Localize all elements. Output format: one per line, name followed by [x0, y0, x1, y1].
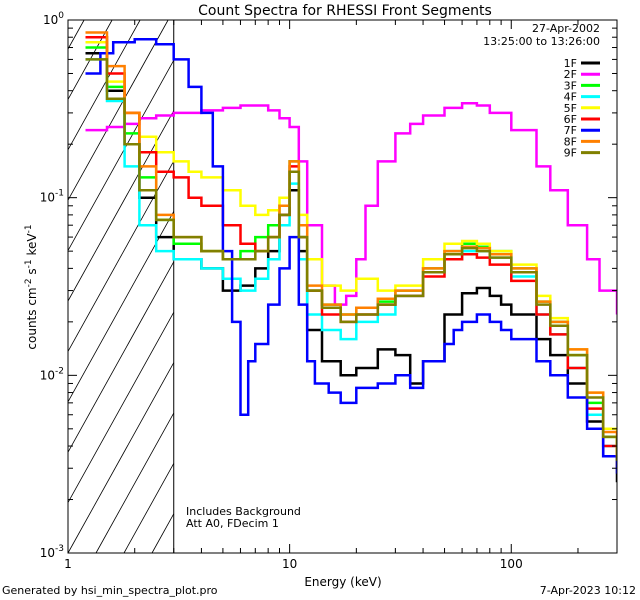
hatch-line	[67, 261, 175, 453]
y-tick-label: 10-2	[40, 366, 64, 382]
hatch-line	[151, 513, 175, 554]
x-tick-label: 1	[64, 557, 72, 571]
legend-label-7f: 7F	[564, 124, 577, 137]
y-tick-base: 10	[40, 191, 55, 205]
legend-label-9f: 9F	[564, 147, 577, 160]
y-axis-label: counts cm-2 s-1 keV-1	[24, 224, 39, 349]
x-axis-label: Energy (keV)	[304, 575, 381, 589]
legend-label-8f: 8F	[564, 135, 577, 148]
series-line-9f	[85, 58, 617, 461]
hatch-line	[67, 362, 175, 554]
legend-label-6f: 6F	[564, 113, 577, 126]
y-tick-label: 10-1	[40, 189, 64, 205]
series-line-3f	[85, 46, 617, 464]
legend-label-3f: 3F	[564, 79, 577, 92]
series-lines	[85, 31, 617, 483]
hatch-line	[67, 312, 175, 503]
hatch-line	[67, 110, 175, 302]
y-label-exp-3: -1	[24, 224, 34, 233]
y-tick-exponent: -3	[55, 544, 64, 554]
legend-label-4f: 4F	[564, 91, 577, 104]
y-tick-exponent: -2	[55, 366, 64, 376]
footer-timestamp: 7-Apr-2023 10:12	[539, 584, 636, 597]
y-tick-label: 100	[43, 11, 64, 27]
series-line-8f	[85, 31, 617, 457]
y-label-base: counts cm	[25, 287, 39, 349]
axes	[67, 19, 618, 554]
hatch-line	[95, 412, 175, 554]
y-label-mid-2: keV	[25, 233, 39, 260]
series-line-5f	[85, 40, 617, 457]
observation-time-range: 13:25:00 to 13:26:00	[483, 35, 600, 48]
annotation-attenuator: Att A0, FDecim 1	[186, 517, 279, 530]
hatch-line	[67, 160, 175, 352]
hatch-line	[67, 60, 175, 251]
observation-date: 27-Apr-2002	[532, 22, 600, 35]
plot-frame	[67, 19, 618, 554]
legend-label-5f: 5F	[564, 102, 577, 115]
y-tick-exponent: -1	[55, 189, 64, 199]
y-tick-base: 10	[40, 546, 55, 560]
y-tick-exponent: 0	[58, 11, 64, 21]
y-tick-base: 10	[43, 13, 58, 27]
hatch-line	[67, 19, 169, 201]
x-tick-label: 10	[282, 557, 297, 571]
series-line-7f	[85, 37, 617, 474]
y-label-exp-2: -1	[24, 259, 34, 268]
annotation-background: Includes Background	[186, 505, 301, 518]
hatch-line	[67, 19, 85, 50]
legend-label-2f: 2F	[564, 68, 577, 81]
y-label-mid-1: s	[25, 268, 39, 278]
chart-title: Count Spectra for RHESSI Front Segments	[198, 3, 492, 19]
y-label-exp-1: -2	[24, 278, 34, 287]
legend-label-1f: 1F	[564, 57, 577, 70]
y-tick-base: 10	[40, 368, 55, 382]
x-tick-label: 100	[500, 557, 523, 571]
x-tick-labels: 1 10 100	[64, 557, 523, 571]
y-tick-label: 10-3	[40, 544, 64, 560]
hatched-region	[67, 19, 175, 554]
hatch-line	[67, 211, 175, 402]
hatch-line	[123, 463, 175, 554]
footer-generator: Generated by hsi_min_spectra_plot.pro	[2, 584, 218, 597]
